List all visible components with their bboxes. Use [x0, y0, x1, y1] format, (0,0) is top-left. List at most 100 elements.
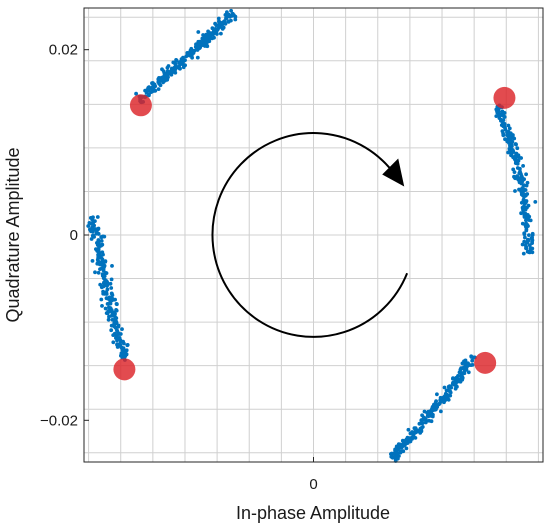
- sample-point: [147, 93, 151, 98]
- sample-point: [496, 109, 501, 114]
- sample-point: [97, 254, 101, 259]
- sample-point: [146, 86, 151, 91]
- sample-point: [527, 243, 532, 248]
- sample-point: [448, 393, 453, 398]
- sample-point: [413, 426, 418, 431]
- sample-point: [527, 250, 531, 255]
- sample-point: [89, 237, 94, 241]
- sample-point: [524, 183, 529, 188]
- sample-point: [219, 31, 223, 36]
- sample-point: [190, 55, 195, 60]
- sample-point: [519, 156, 523, 160]
- sample-point: [519, 200, 524, 205]
- sample-point: [215, 32, 219, 36]
- sample-point: [174, 58, 179, 63]
- sample-point: [169, 69, 173, 74]
- sample-point: [107, 314, 111, 319]
- sample-point: [403, 442, 408, 446]
- sample-point: [197, 45, 202, 50]
- sample-point: [444, 397, 449, 402]
- sample-point: [513, 176, 518, 181]
- sample-point: [406, 427, 411, 432]
- sample-point: [439, 409, 443, 414]
- rotation-annotation: [211, 132, 409, 338]
- sample-point: [453, 383, 458, 388]
- sample-point: [195, 55, 200, 60]
- sample-point: [190, 48, 195, 53]
- x-axis-label: In-phase Amplitude: [236, 503, 390, 523]
- sample-point: [423, 420, 428, 425]
- sample-point: [100, 261, 104, 266]
- sample-point: [112, 324, 117, 329]
- sample-point: [110, 291, 114, 296]
- sample-point: [524, 172, 528, 177]
- sample-point: [438, 399, 443, 404]
- sample-point: [462, 371, 467, 376]
- sample-point: [419, 428, 424, 432]
- sample-point: [518, 169, 522, 174]
- sample-point: [110, 264, 114, 268]
- sample-point: [423, 417, 428, 422]
- sample-point: [514, 151, 519, 156]
- sample-point: [90, 215, 95, 220]
- sample-point: [500, 113, 505, 118]
- sample-point: [425, 413, 430, 418]
- sample-point: [99, 266, 104, 271]
- sample-point: [115, 329, 120, 333]
- sample-point: [442, 400, 446, 405]
- sample-point: [509, 152, 514, 157]
- sample-point: [110, 317, 115, 322]
- sample-point: [429, 410, 434, 415]
- sample-point: [464, 367, 469, 372]
- sample-point: [151, 82, 155, 87]
- sample-point: [105, 283, 110, 287]
- sample-point: [173, 61, 178, 66]
- sample-point: [526, 237, 530, 242]
- sample-point: [120, 327, 124, 331]
- sample-point: [108, 281, 113, 286]
- sample-point: [465, 364, 470, 368]
- sample-point: [177, 64, 182, 69]
- sample-point: [462, 359, 466, 364]
- sample-point: [100, 250, 105, 255]
- sample-point: [524, 199, 529, 203]
- sample-point: [162, 71, 167, 76]
- sample-point: [470, 358, 475, 363]
- sample-point: [116, 323, 121, 328]
- sample-point: [511, 133, 515, 137]
- sample-point: [103, 280, 108, 284]
- sample-point: [469, 355, 474, 359]
- sample-point: [150, 87, 155, 91]
- sample-point: [527, 233, 531, 238]
- sample-point: [122, 341, 126, 346]
- sample-point: [121, 349, 126, 353]
- sample-point: [519, 180, 523, 185]
- sample-point: [181, 65, 186, 70]
- sample-point: [119, 353, 123, 358]
- sample-point: [433, 404, 438, 409]
- sample-point: [407, 436, 412, 440]
- sample-point: [119, 345, 124, 350]
- sample-point: [210, 26, 215, 31]
- sample-point: [196, 30, 201, 34]
- sample-point: [87, 221, 92, 225]
- sample-point: [94, 230, 99, 235]
- sample-point: [109, 286, 114, 290]
- sample-point: [89, 229, 93, 234]
- sample-point: [513, 189, 517, 193]
- sample-point: [177, 61, 182, 65]
- sample-point: [118, 332, 123, 336]
- sample-point: [521, 211, 526, 215]
- sample-point: [521, 164, 525, 168]
- sample-point: [526, 218, 531, 222]
- sample-point: [506, 123, 511, 128]
- reference-symbols: [113, 86, 516, 381]
- sample-point: [213, 21, 218, 26]
- sample-point: [206, 29, 211, 34]
- sample-point: [106, 309, 111, 314]
- sample-point: [101, 276, 106, 281]
- sample-point: [109, 298, 113, 303]
- sample-point: [528, 246, 533, 251]
- sample-point: [100, 257, 105, 262]
- reference-symbol: [474, 351, 497, 374]
